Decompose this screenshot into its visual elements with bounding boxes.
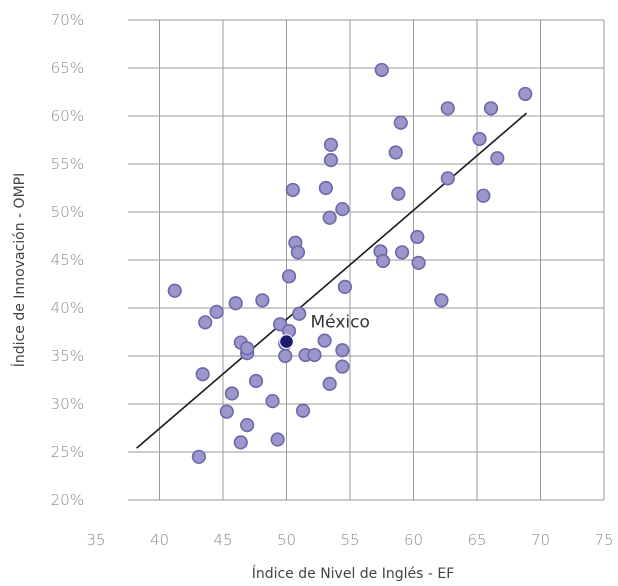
data-point bbox=[483, 101, 499, 116]
y-tick-label: 20% bbox=[51, 491, 84, 509]
data-point bbox=[337, 279, 353, 294]
data-point bbox=[476, 188, 491, 203]
x-tick-label: 35 bbox=[86, 531, 105, 549]
data-point bbox=[270, 432, 285, 447]
y-tick-label: 60% bbox=[51, 107, 84, 125]
y-tick-label: 70% bbox=[51, 11, 84, 29]
y-tick-label: 65% bbox=[51, 59, 84, 77]
y-tick-label: 50% bbox=[51, 203, 84, 221]
x-axis-title: Índice de Nivel de Inglés - EF bbox=[252, 565, 455, 582]
y-tick-label: 35% bbox=[51, 347, 84, 365]
data-point bbox=[191, 449, 206, 464]
y-tick-label: 30% bbox=[51, 395, 84, 413]
data-point bbox=[224, 386, 239, 401]
data-point bbox=[518, 86, 533, 102]
data-point bbox=[322, 376, 337, 391]
data-point bbox=[228, 296, 243, 311]
data-point bbox=[295, 403, 311, 418]
y-axis-ticks: 20% 25% 30% 35% 40% 45% 50% 55% 60% 65% 70% bbox=[51, 11, 84, 509]
data-point bbox=[248, 373, 264, 389]
y-axis-title: Índice de Innovación - OMPI bbox=[11, 173, 28, 367]
x-tick-label: 50 bbox=[277, 531, 296, 549]
mexico-point bbox=[279, 334, 294, 349]
data-point bbox=[265, 394, 280, 409]
x-tick-label: 75 bbox=[594, 531, 613, 549]
data-points bbox=[167, 62, 533, 464]
data-point bbox=[391, 186, 406, 201]
data-point bbox=[281, 269, 297, 284]
data-point bbox=[285, 182, 300, 198]
data-point bbox=[335, 359, 350, 374]
data-point bbox=[394, 245, 410, 260]
data-point bbox=[335, 343, 350, 358]
data-point bbox=[290, 245, 306, 260]
data-point bbox=[440, 171, 455, 186]
x-tick-label: 55 bbox=[340, 531, 359, 549]
data-point bbox=[434, 293, 449, 308]
data-point bbox=[240, 418, 255, 433]
data-point bbox=[198, 315, 213, 330]
data-point bbox=[410, 229, 425, 245]
y-tick-label: 55% bbox=[51, 155, 84, 173]
data-point bbox=[167, 283, 182, 298]
x-axis-ticks: 35 40 45 50 55 60 65 70 75 bbox=[86, 531, 613, 549]
data-point bbox=[318, 180, 333, 196]
x-tick-label: 70 bbox=[531, 531, 550, 549]
data-point bbox=[375, 253, 391, 269]
trend-line bbox=[136, 112, 528, 449]
x-tick-label: 60 bbox=[404, 531, 423, 549]
data-point bbox=[307, 347, 322, 363]
data-point bbox=[323, 153, 339, 168]
data-point bbox=[411, 255, 426, 270]
data-point bbox=[278, 348, 293, 364]
data-point bbox=[317, 333, 332, 348]
mexico-label: México bbox=[311, 313, 370, 333]
data-point bbox=[323, 137, 339, 152]
data-point bbox=[388, 145, 403, 160]
y-tick-label: 25% bbox=[51, 443, 84, 461]
data-point bbox=[440, 101, 455, 116]
y-tick-label: 40% bbox=[51, 299, 84, 317]
data-point bbox=[335, 202, 350, 217]
data-point bbox=[322, 210, 337, 225]
data-point bbox=[472, 131, 487, 147]
data-point bbox=[219, 404, 234, 419]
data-point bbox=[490, 151, 505, 166]
grid bbox=[128, 19, 605, 501]
x-tick-label: 40 bbox=[150, 531, 169, 549]
x-tick-label: 65 bbox=[467, 531, 486, 549]
data-point bbox=[255, 293, 270, 308]
data-point bbox=[393, 115, 408, 130]
data-point bbox=[233, 435, 248, 450]
data-point bbox=[240, 341, 255, 356]
x-tick-label: 45 bbox=[213, 531, 232, 549]
data-point bbox=[374, 62, 389, 78]
data-point bbox=[195, 367, 210, 382]
y-tick-label: 45% bbox=[51, 251, 84, 269]
data-point bbox=[292, 306, 307, 321]
data-point bbox=[209, 304, 224, 319]
